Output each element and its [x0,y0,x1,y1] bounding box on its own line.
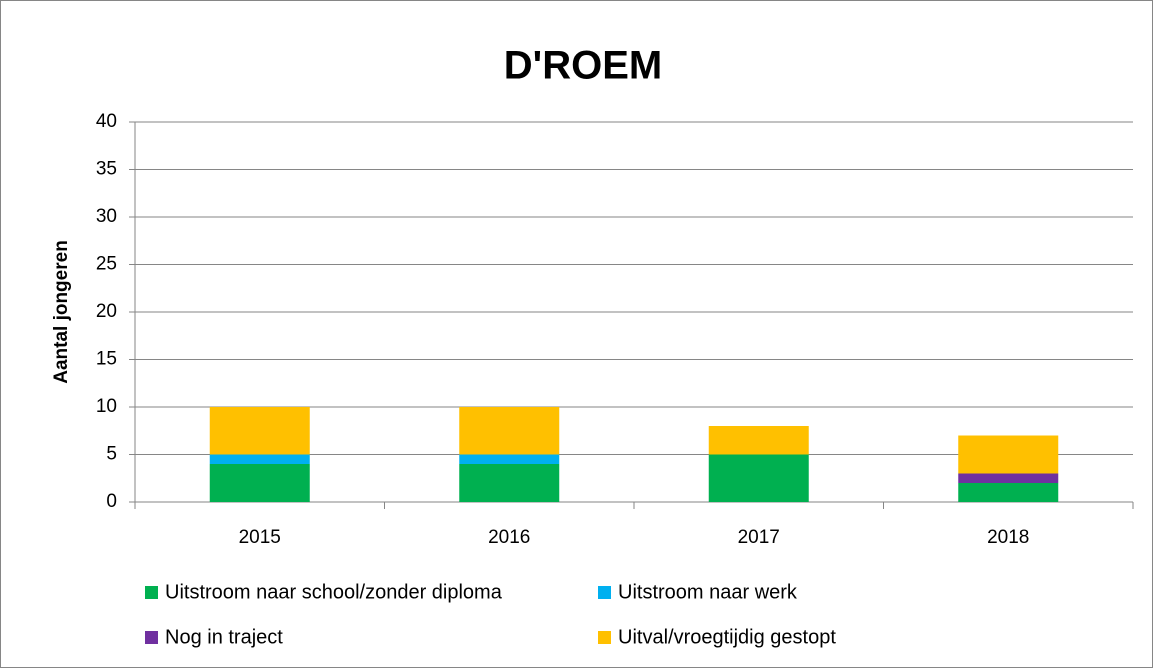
legend-swatch [598,631,611,644]
x-tick-label: 2016 [488,527,530,548]
y-tick-label: 40 [96,111,117,132]
legend-label: Uitstroom naar school/zonder diploma [165,581,503,603]
y-tick-label: 25 [96,254,117,275]
bar-segment [708,454,809,502]
legend-swatch [145,631,158,644]
bar-segment [958,473,1059,483]
x-tick-label: 2017 [738,527,780,548]
y-tick-label: 0 [106,491,117,512]
legend-label: Uitval/vroegtijdig gestopt [618,626,836,648]
legend-swatch [145,586,158,599]
y-tick-label: 15 [96,349,117,370]
bar-segment [209,454,310,464]
bar-segment [459,407,560,455]
chart-title: D'ROEM [504,44,662,88]
bar-segment [209,407,310,455]
legend-label: Uitstroom naar werk [618,581,798,603]
bar-segment [459,464,560,502]
y-tick-label: 30 [96,206,117,227]
y-tick-label: 5 [106,444,117,465]
x-tick-label: 2015 [239,527,281,548]
bar-segment [958,435,1059,474]
y-tick-label: 10 [96,396,117,417]
legend-label: Nog in traject [165,626,283,648]
legend-swatch [598,586,611,599]
y-tick-label: 20 [96,301,117,322]
x-tick-label: 2018 [987,527,1029,548]
bar-segment [209,464,310,502]
bar-segment [459,454,560,464]
bar-segment [708,426,809,455]
y-tick-label: 35 [96,159,117,180]
y-axis-label: Aantal jongeren [51,240,72,384]
bar-segment [958,483,1059,502]
